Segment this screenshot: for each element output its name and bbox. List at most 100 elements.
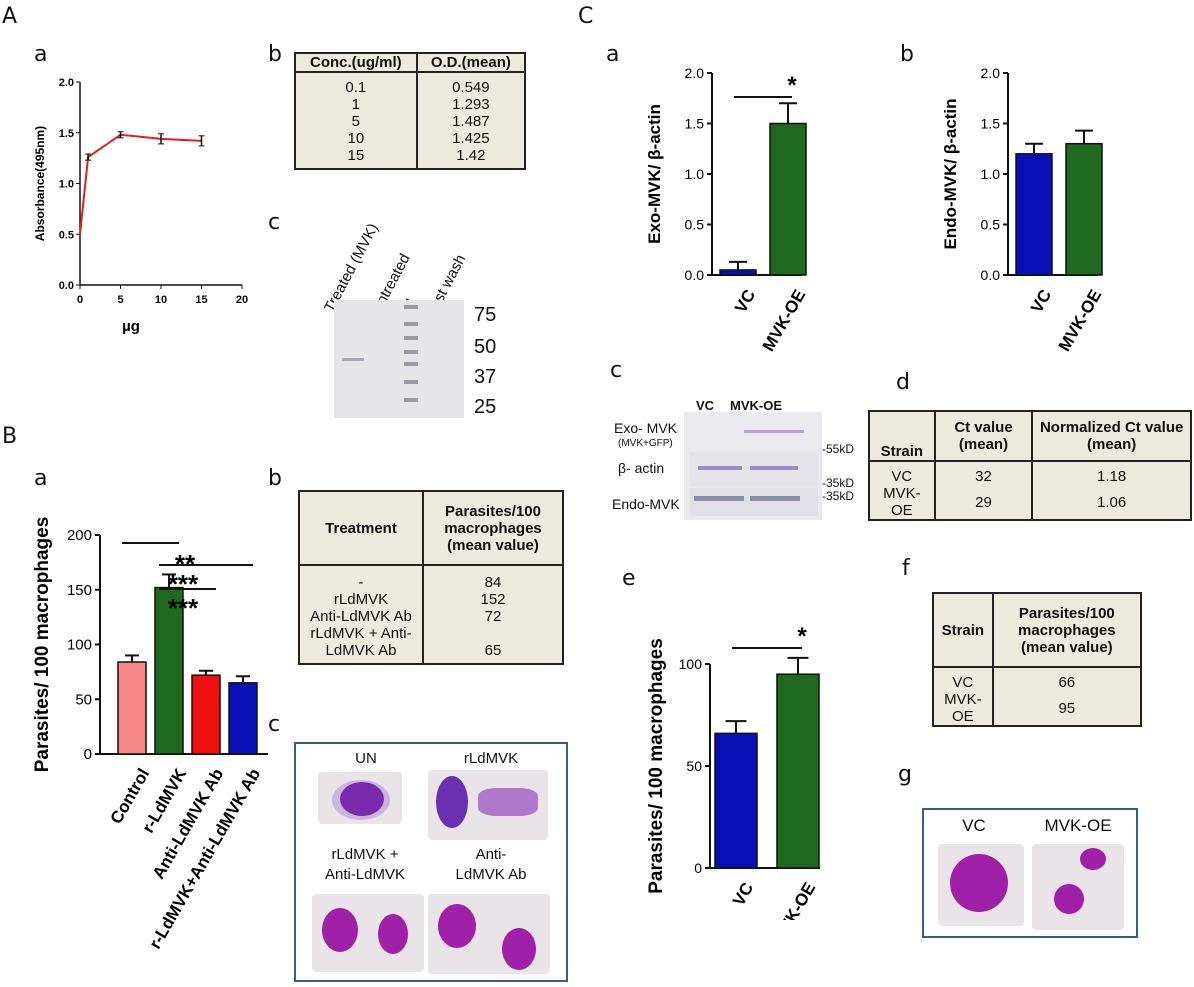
bar [1015, 153, 1053, 276]
gel-marker: 75 [474, 304, 497, 326]
x-axis-label: µg [122, 318, 140, 335]
blot-lane-label: VC [696, 398, 715, 413]
chart-absorbance: 0.0 0.5 1.0 1.5 2.0 0 5 10 15 20 µg Absorbance(495n… [33, 77, 248, 335]
y-tick-label: 2.0 [685, 65, 705, 81]
table-cell: 66 [991, 667, 1143, 691]
x-tick-label: 5 [117, 294, 123, 306]
sublabel-Ab: b [268, 42, 282, 67]
x-category-label: MVK-OE [1055, 286, 1105, 354]
macrophage-image [938, 844, 1024, 926]
blot-kd-label: -35kD [822, 489, 855, 503]
table-cell: 1.06 [1031, 485, 1192, 521]
y-tick-label: 0.0 [981, 267, 1001, 283]
y-tick-label: 1.0 [685, 166, 705, 182]
chart-parasites-strain: 0 50 100 VC MVK-OE Parasites/ 100 macrophages… [646, 623, 820, 920]
table-cell: MVK-OE [868, 485, 936, 521]
y-tick-label: 1.5 [981, 116, 1001, 132]
table-cell: 1.425 [415, 130, 527, 147]
micrograph-panel-treatment: UN rLdMVK rLdMVK + Anti-LdMVK Anti- LdMV… [294, 742, 568, 982]
sublabel-Cc: c [610, 358, 623, 383]
blot-kd-label: -35kD [822, 476, 855, 490]
bar [191, 674, 221, 755]
table-cell: - [298, 565, 424, 591]
table-cell: 72 [422, 608, 564, 625]
y-tick-label: 0.5 [981, 217, 1001, 233]
y-tick-label: 2.0 [981, 65, 1001, 81]
sublabel-Ac: c [268, 210, 281, 235]
table-header: Strain [868, 410, 936, 462]
bar [1065, 142, 1103, 276]
bar [117, 661, 147, 755]
y-tick-label: 50 [75, 691, 92, 708]
photo-caption: UN [355, 750, 377, 767]
y-axis-label: Parasites/ 100 macrophages [32, 517, 53, 773]
blot-row-label: (MVK+GFP) [618, 438, 673, 449]
blot-row-label: Exo- MVK [614, 420, 678, 436]
bar [776, 673, 820, 869]
x-tick-label: 15 [195, 294, 207, 306]
gel-marker: 50 [474, 336, 497, 358]
gel-marker: 37 [474, 366, 497, 388]
table-header: Strain [932, 592, 994, 668]
table-treatment: Treatment Parasites/100 macrophages (mea… [298, 490, 564, 665]
y-tick-label: 1.5 [685, 116, 705, 132]
y-tick-label: 0.0 [685, 267, 705, 283]
chart-exo-mvk: 0.0 0.5 1.0 1.5 2.0 VC MVK-OE Exo-MVK/ β-actin * [645, 65, 809, 355]
bar [769, 122, 807, 276]
blot-row-label: Endo-MVK [612, 496, 680, 512]
table-cell: 1 [294, 96, 418, 113]
x-category-label: VC [1027, 286, 1055, 316]
photo-caption: Anti-LdMVK [324, 866, 406, 883]
sublabel-Aa: a [34, 42, 48, 67]
y-tick-label: 0.5 [59, 229, 74, 241]
macrophage-image [318, 772, 402, 824]
table-cell: 65 [422, 625, 564, 665]
table-cell: 32 [933, 461, 1034, 485]
y-axis-label: Absorbance(495nm) [33, 126, 47, 241]
sublabel-Cf: f [902, 556, 910, 581]
y-axis-label: Parasites/ 100 macrophages [646, 638, 667, 894]
panel-label-A: A [2, 4, 18, 29]
sublabel-Cb: b [900, 42, 914, 67]
table-cell: Anti-LdMVK Ab [298, 608, 424, 625]
y-tick-label: 0 [694, 860, 702, 876]
blot-lane-label: MVK-OE [730, 398, 782, 413]
significance-marker: *** [168, 569, 199, 599]
table-cell: 84 [422, 565, 564, 591]
table-ct-value: Strain Ct value (mean) Normalized Ct val… [868, 410, 1192, 521]
table-strain-parasites: Strain Parasites/100 macrophages (mean v… [932, 592, 1143, 727]
blot-row-label: β- actin [618, 460, 665, 476]
x-tick-label: 20 [236, 294, 248, 306]
significance-marker: * [787, 72, 797, 99]
macrophage-image [428, 894, 550, 974]
micrograph-panel-strain: VC MVK-OE [922, 808, 1138, 938]
table-header: O.D.(mean) [415, 52, 527, 73]
table-cell: 1.487 [415, 113, 527, 130]
significance-marker: *** [168, 593, 199, 623]
significance-marker: * [797, 623, 807, 650]
y-tick-label: 100 [67, 637, 92, 654]
photo-caption: Anti- [475, 846, 507, 863]
y-tick-label: 1.0 [981, 166, 1001, 182]
y-tick-label: 200 [67, 527, 92, 544]
x-category-label: VC [731, 286, 759, 316]
table-cell: MVK-OE [932, 691, 994, 727]
table-cell: 95 [991, 691, 1143, 727]
y-tick-label: 50 [686, 758, 702, 774]
sublabel-Bc: c [268, 712, 281, 737]
table-cell: 0.549 [415, 72, 527, 96]
photo-caption: rLdMVK + [331, 846, 399, 863]
x-category-label: MVK-OE [759, 286, 809, 354]
table-cell: 29 [933, 485, 1034, 521]
table-cell: 1.18 [1031, 461, 1192, 485]
bar [719, 269, 757, 276]
chart-endo-mvk: 0.0 0.5 1.0 1.5 2.0 VC MVK-OE Endo-MVK/ β-actin [941, 65, 1105, 355]
gel-marker: 25 [474, 396, 497, 418]
x-tick-label: 0 [77, 294, 83, 306]
table-header: Treatment [298, 490, 424, 566]
sublabel-Bb: b [268, 466, 282, 491]
macrophage-image [312, 894, 424, 972]
table-cell: 152 [422, 591, 564, 608]
sublabel-Cg: g [898, 762, 912, 787]
y-axis-label: Exo-MVK/ β-actin [645, 104, 664, 244]
